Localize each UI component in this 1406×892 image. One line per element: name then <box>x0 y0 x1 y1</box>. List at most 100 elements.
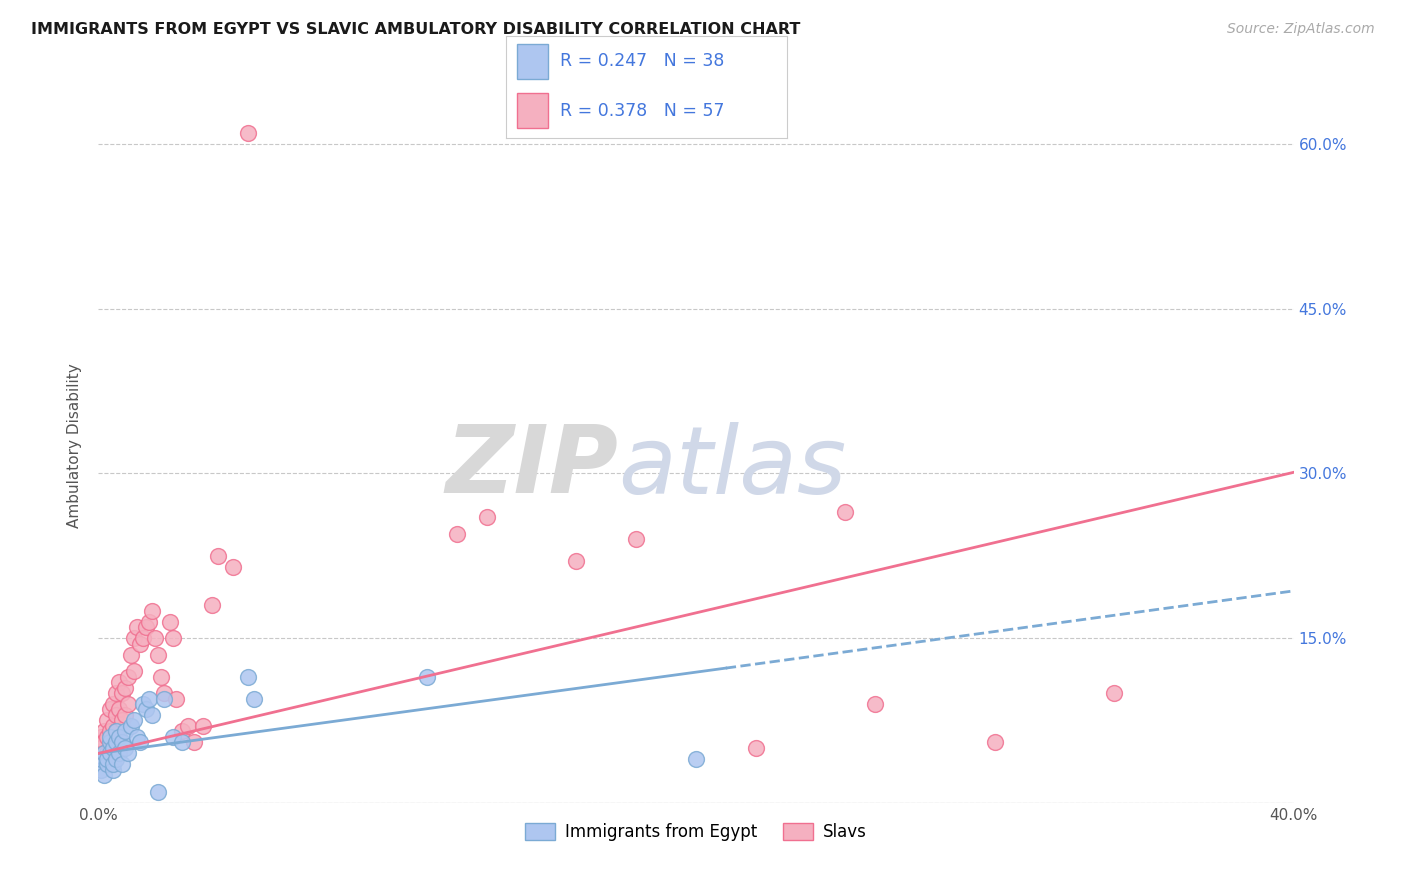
Text: R = 0.247   N = 38: R = 0.247 N = 38 <box>560 53 724 70</box>
Point <box>172 724 194 739</box>
Point <box>93 747 115 761</box>
Point <box>191 719 214 733</box>
Point <box>105 686 128 700</box>
Point <box>114 708 136 723</box>
Point <box>172 735 194 749</box>
Point <box>103 763 125 777</box>
Point <box>93 724 115 739</box>
Point <box>108 702 131 716</box>
Point <box>114 724 136 739</box>
Point <box>685 752 707 766</box>
Point <box>446 526 468 541</box>
Point <box>93 768 115 782</box>
Point <box>626 533 648 547</box>
Point <box>124 631 146 645</box>
Point <box>111 757 134 772</box>
Point <box>103 697 125 711</box>
Point <box>111 735 134 749</box>
Text: Source: ZipAtlas.com: Source: ZipAtlas.com <box>1227 22 1375 37</box>
Text: ZIP: ZIP <box>446 421 619 514</box>
Point <box>98 740 122 755</box>
Point <box>207 549 229 563</box>
Point <box>984 735 1007 749</box>
Point <box>108 747 131 761</box>
Point <box>90 763 112 777</box>
Point <box>93 735 115 749</box>
Point <box>108 730 131 744</box>
Point <box>165 691 187 706</box>
Bar <box>517 93 548 128</box>
Point <box>162 631 184 645</box>
Point <box>127 620 149 634</box>
Point <box>236 126 259 140</box>
Point <box>114 681 136 695</box>
Point <box>96 730 118 744</box>
Point <box>105 708 128 723</box>
Point <box>416 669 439 683</box>
Y-axis label: Ambulatory Disability: Ambulatory Disability <box>67 364 83 528</box>
Legend: Immigrants from Egypt, Slavs: Immigrants from Egypt, Slavs <box>519 816 873 848</box>
Point <box>1104 686 1126 700</box>
Point <box>148 785 170 799</box>
Point <box>127 730 149 744</box>
Point <box>236 669 259 683</box>
Point <box>96 757 118 772</box>
Point <box>117 747 139 761</box>
Point <box>243 691 266 706</box>
Point <box>90 730 112 744</box>
Point <box>120 648 142 662</box>
Point <box>135 620 157 634</box>
Point <box>90 740 112 755</box>
Point <box>132 631 155 645</box>
Point <box>143 631 166 645</box>
Point <box>90 752 112 766</box>
Point <box>98 747 122 761</box>
Point <box>159 615 181 629</box>
Point <box>834 505 856 519</box>
Point <box>103 719 125 733</box>
Point <box>141 708 163 723</box>
Point <box>98 730 122 744</box>
Point <box>132 697 155 711</box>
Point <box>117 669 139 683</box>
Point <box>96 714 118 728</box>
Point <box>124 664 146 678</box>
Point <box>105 724 128 739</box>
Point <box>222 559 245 574</box>
Point <box>103 740 125 755</box>
Point <box>138 615 160 629</box>
Point <box>120 719 142 733</box>
Point <box>105 752 128 766</box>
Point <box>108 675 131 690</box>
Point <box>105 735 128 749</box>
Point <box>475 510 498 524</box>
Point <box>148 648 170 662</box>
Point <box>141 604 163 618</box>
Point <box>177 719 200 733</box>
Point <box>201 598 224 612</box>
Point <box>111 686 134 700</box>
Point <box>117 697 139 711</box>
Point <box>93 747 115 761</box>
Point <box>865 697 887 711</box>
Bar <box>517 44 548 78</box>
Point <box>96 752 118 766</box>
Point <box>124 714 146 728</box>
Point <box>745 740 768 755</box>
Point <box>129 735 152 749</box>
Point <box>183 735 205 749</box>
Point <box>162 730 184 744</box>
Point <box>105 724 128 739</box>
Text: atlas: atlas <box>619 422 846 513</box>
Point <box>98 724 122 739</box>
Point <box>98 735 122 749</box>
Point <box>96 747 118 761</box>
Point <box>150 669 173 683</box>
Point <box>103 757 125 772</box>
Point <box>114 740 136 755</box>
Point <box>98 702 122 716</box>
Point <box>138 691 160 706</box>
Point <box>135 702 157 716</box>
Point <box>129 637 152 651</box>
Point <box>153 686 176 700</box>
